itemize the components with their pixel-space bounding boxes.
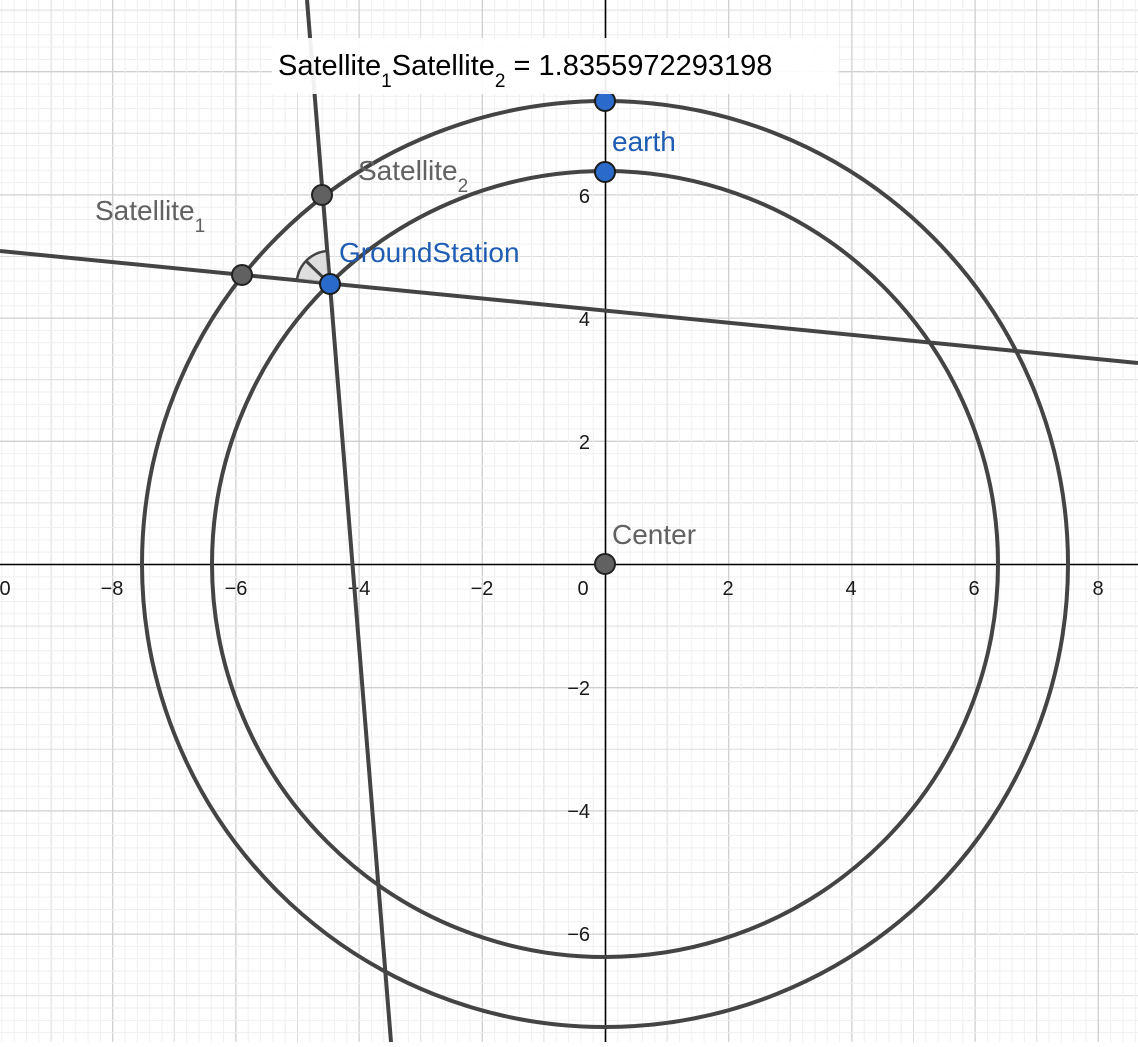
y-tick-label: 2 — [579, 432, 590, 454]
ground-station-label: GroundStation — [339, 237, 520, 268]
x-tick-label: 6 — [968, 578, 979, 600]
x-tick-label: 4 — [845, 578, 856, 600]
measure-value: = 1.8355972293198 — [506, 50, 773, 82]
x-tick-label: −2 — [471, 578, 494, 600]
x-tick-label: −8 — [101, 578, 124, 600]
perpendicular-line[interactable] — [305, 0, 393, 1043]
x-tick-label: −6 — [225, 578, 248, 600]
measure-sub1: 1 — [381, 71, 392, 92]
satellite2-label-sub: 2 — [458, 176, 469, 197]
y-tick-label: 6 — [579, 186, 590, 208]
satellite2-label-base: Satellite — [358, 155, 458, 186]
measurement-bg — [272, 38, 838, 94]
center-point[interactable] — [594, 553, 616, 575]
y-tick-label: −2 — [567, 678, 590, 700]
ground-station-point[interactable] — [319, 273, 341, 295]
measure-sub2: 2 — [495, 71, 506, 92]
measure-s2: Satellite — [392, 50, 495, 82]
tangent-line[interactable] — [0, 249, 1138, 365]
measure-s1: Satellite — [278, 50, 381, 82]
x-tick-label: 2 — [722, 578, 733, 600]
x-tick-label: 0 — [577, 578, 588, 600]
y-tick-label: 4 — [579, 309, 590, 331]
measurement-text: Satellite1Satellite2 = 1.8355972293198 — [278, 50, 772, 92]
satellite1-label-sub: 1 — [195, 216, 206, 237]
y-tick-label: −6 — [567, 924, 590, 946]
points — [231, 90, 616, 575]
satellite1-label-base: Satellite — [95, 195, 195, 226]
earth-label: earth — [612, 126, 676, 157]
satellite2-point[interactable] — [311, 184, 333, 206]
satellite2-label: Satellite2 — [358, 155, 468, 197]
earth-point[interactable] — [594, 161, 616, 183]
distance-measurement[interactable]: Satellite1Satellite2 = 1.8355972293198 — [272, 38, 838, 94]
center-label: Center — [612, 519, 696, 550]
point-labels: Center earth GroundStation Satellite1 Sa… — [95, 126, 696, 550]
x-tick-label: 0 — [0, 578, 11, 600]
y-tick-labels: 6 4 2 −2 −4 −6 — [567, 186, 590, 946]
x-tick-label: −4 — [348, 578, 371, 600]
satellite1-point[interactable] — [231, 264, 253, 286]
x-tick-label: 8 — [1092, 578, 1103, 600]
y-tick-label: −4 — [567, 801, 590, 823]
satellite1-label: Satellite1 — [95, 195, 205, 237]
